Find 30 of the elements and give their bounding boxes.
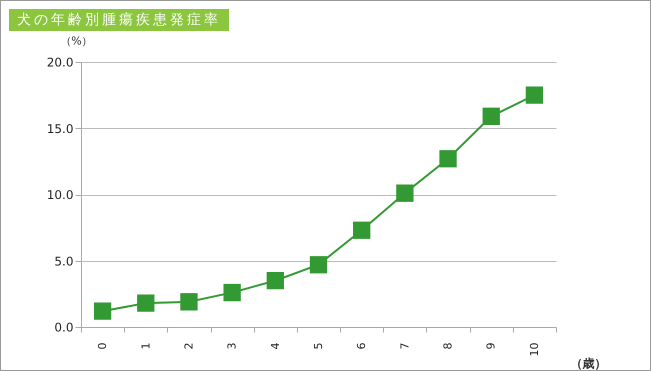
chart-title: 犬の年齢別腫瘍疾患発症率 (9, 9, 229, 31)
x-tick-label: 6 (355, 342, 368, 350)
point (180, 293, 198, 310)
point (482, 108, 500, 125)
point (439, 150, 457, 168)
y-tick-label: 20.0 (46, 56, 74, 70)
point (353, 222, 370, 239)
x-tick-label: 3 (226, 342, 239, 350)
point (310, 256, 328, 274)
x-tick-label: 4 (268, 342, 282, 350)
point (526, 86, 544, 104)
y-tick-label: 15.0 (46, 122, 74, 136)
x-tick-label: 7 (398, 342, 412, 350)
x-tick-label: 8 (442, 342, 455, 350)
point (223, 284, 241, 302)
x-tick-label: 0 (96, 342, 110, 350)
x-tick-label: 5 (312, 342, 325, 350)
point (396, 184, 414, 202)
y-tick-label: 10.0 (46, 188, 74, 202)
x-tick-label: 1 (139, 342, 152, 350)
x-tick-label: 9 (484, 342, 498, 350)
x-tick-label: 10 (528, 342, 541, 356)
y-axis-title: （%） (60, 34, 93, 48)
y-tick-label: 5.0 (54, 254, 74, 268)
x-tick-label: 2 (182, 342, 196, 350)
point (266, 272, 284, 290)
x-axis-title: （歳） (570, 356, 606, 370)
point (94, 302, 112, 320)
y-tick-label: 0.0 (54, 320, 74, 334)
point (137, 294, 154, 312)
